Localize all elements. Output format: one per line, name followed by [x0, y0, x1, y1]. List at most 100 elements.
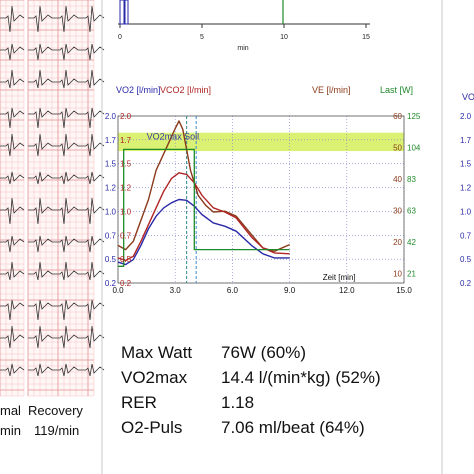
tick-label-vco2: 1.2 — [120, 184, 132, 193]
tick-label-vco2: 1.7 — [120, 136, 132, 145]
ecg-recovery-label: Recovery — [28, 403, 83, 418]
stat-row-o2-puls: O2-Puls 7.06 ml/beat (64%) — [121, 415, 421, 440]
top-chart-tick-label: 5 — [200, 34, 204, 41]
x-tick-label: 15.0 — [396, 286, 412, 295]
ecg-trace — [0, 133, 25, 157]
tick-label-last: 42 — [407, 238, 416, 247]
top-chart-bar-2 — [124, 0, 129, 25]
axis-label-last: Last [W] — [380, 85, 413, 95]
tick-label-vo2: 1.0 — [105, 207, 117, 216]
tick-label-vo2: 1.7 — [105, 136, 117, 145]
ecg-strips — [0, 0, 105, 397]
ecg-trace — [0, 107, 25, 129]
tick-label-ve: 50 — [393, 144, 402, 153]
stat-value: 76W (60%) — [221, 343, 307, 362]
top-chart-tick-label: 0 — [118, 34, 122, 41]
tick-label-vco2: 0.7 — [120, 231, 132, 240]
band-label: VO2max Soll — [147, 131, 200, 141]
ecg-trace — [28, 197, 105, 225]
tick-label-ve: 10 — [393, 270, 402, 279]
ecg-trace — [28, 235, 105, 253]
ecg-trace — [0, 299, 25, 321]
right-axis-tick: 0.7 — [460, 231, 472, 240]
right-axis-label: VO — [462, 92, 474, 102]
tick-label-vco2: 0.5 — [120, 255, 132, 264]
tick-label-vco2: 2.0 — [120, 112, 132, 121]
top-chart-tick-label: 15 — [362, 34, 370, 41]
tick-label-ve: 40 — [393, 175, 402, 184]
ecg-trace — [28, 69, 105, 89]
right-axis-tick: 1.7 — [460, 136, 472, 145]
stat-row-max-watt: Max Watt 76W (60%) — [121, 340, 421, 365]
right-axis-tick: 1.5 — [460, 160, 472, 169]
right-partial-axis: VO 2.0 1.7 1.5 1.2 1.0 0.7 0.5 0.2 — [460, 92, 474, 288]
ecg-trace — [28, 325, 105, 349]
series-line-2 — [117, 198, 290, 266]
ecg-trace — [28, 363, 105, 377]
top-chart-bar-1 — [119, 0, 125, 25]
main-chart: VO2max Soll VO2 [l/min] VCO2 [l/min] VE [l/… — [105, 85, 421, 295]
tick-label-last: 83 — [407, 175, 416, 184]
plot-frame — [117, 115, 405, 284]
ecg-trace — [0, 5, 25, 33]
top-mini-chart: 0 5 10 15 min — [118, 0, 370, 52]
tick-label-vco2: 1.5 — [120, 160, 132, 169]
right-axis-tick: 0.5 — [460, 255, 472, 264]
stat-label: Max Watt — [121, 343, 193, 362]
tick-label-last: 21 — [407, 270, 416, 279]
tick-label-ve: 30 — [393, 207, 402, 216]
top-chart-ticks: 0 5 10 15 min — [118, 24, 370, 52]
stat-value: 14.4 l/(min*kg) (52%) — [221, 368, 381, 387]
ecg-trace — [0, 325, 25, 349]
ecg-trace — [28, 171, 105, 185]
vo2max-soll-band — [118, 132, 404, 152]
x-tick-label: 9.0 — [284, 286, 296, 295]
tick-label-ve: 60 — [393, 112, 402, 121]
x-axis-label: Zeit [min] — [323, 273, 356, 282]
stat-row-vo2max: VO2max 14.4 l/(min*kg) (52%) — [121, 365, 421, 390]
top-chart-tick-label: 10 — [280, 34, 288, 41]
axis-label-vo2: VO2 [l/min] — [116, 85, 161, 95]
ecg-trace — [0, 69, 25, 89]
stats-table: Max Watt 76W (60%) VO2max 14.4 l/(min*kg… — [121, 340, 421, 440]
ecg-left-label-1: mal — [0, 403, 21, 418]
x-tick-label: 12.0 — [339, 286, 355, 295]
stat-value: 7.06 ml/beat (64%) — [221, 418, 365, 437]
ecg-trace — [0, 261, 25, 281]
ecg-trace — [28, 107, 105, 129]
ecg-trace — [28, 299, 105, 321]
stat-label: O2-Puls — [121, 418, 183, 437]
right-axis-tick: 1.0 — [460, 207, 472, 216]
tick-label-vo2: 2.0 — [105, 112, 117, 121]
ecg-trace — [0, 197, 25, 225]
tick-label-last: 63 — [407, 207, 416, 216]
ecg-trace — [0, 171, 25, 185]
series-line-0 — [117, 120, 290, 252]
series-line-1 — [117, 172, 290, 262]
tick-label-vco2: 1.0 — [120, 207, 132, 216]
x-tick-label: 0.0 — [112, 286, 124, 295]
tick-label-vo2: 1.2 — [105, 184, 117, 193]
ecg-trace — [28, 133, 105, 157]
right-axis-tick: 1.2 — [460, 184, 472, 193]
tick-label-last: 104 — [407, 144, 421, 153]
tick-label-vo2: 0.5 — [105, 255, 117, 264]
tick-label-last: 125 — [407, 112, 421, 121]
axis-label-vco2: VCO2 [l/min] — [160, 85, 211, 95]
tick-label-vo2: 0.2 — [105, 279, 117, 288]
ecg-trace — [28, 5, 105, 33]
tick-label-vo2: 1.5 — [105, 160, 117, 169]
ecg-trace — [28, 43, 105, 61]
axis-label-ve: VE [l/min] — [312, 85, 351, 95]
ecg-trace — [0, 363, 25, 377]
tick-label-vco2: 0.2 — [120, 279, 132, 288]
stat-label: VO2max — [121, 368, 188, 387]
ecg-trace — [0, 235, 25, 253]
right-axis-tick: 0.2 — [460, 279, 472, 288]
ecg-recovery-rate: 119/min — [34, 423, 80, 438]
top-chart-xlabel: min — [237, 45, 248, 52]
tick-label-vo2: 0.7 — [105, 231, 117, 240]
series-line-3 — [118, 148, 290, 267]
tick-label-ve: 20 — [393, 238, 402, 247]
